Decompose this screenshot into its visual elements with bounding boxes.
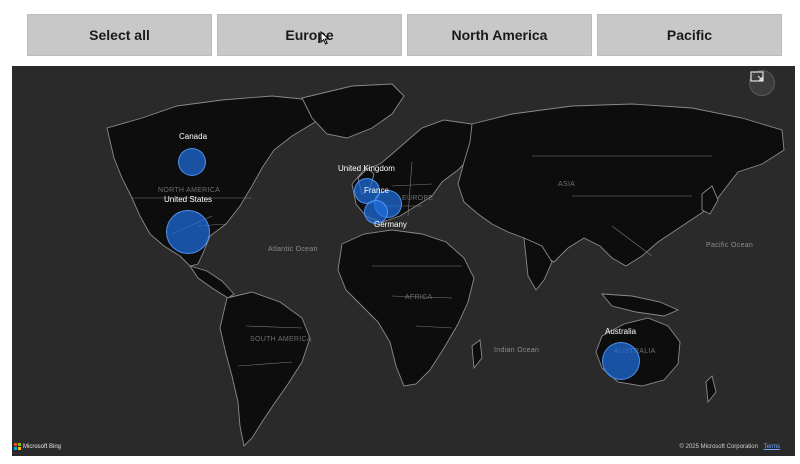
asia-landmass xyxy=(457,103,785,267)
label-germany: Germany xyxy=(374,220,407,229)
microsoft-logo-icon xyxy=(14,443,21,450)
japan-landmass xyxy=(701,185,719,215)
label-canada: Canada xyxy=(179,132,208,141)
africa-landmass xyxy=(337,229,475,387)
label-united-kingdom: United Kingdom xyxy=(338,164,395,173)
bing-brand-label: Microsoft Bing xyxy=(23,443,62,450)
filter-button-row: Select all Europe North America Pacific xyxy=(0,0,800,66)
label-australia: Australia xyxy=(605,327,637,336)
north-america-landmass xyxy=(106,95,333,267)
north-america-button[interactable]: North America xyxy=(407,14,592,56)
africa-region-label: AFRICA xyxy=(405,294,433,301)
indonesia-landmass xyxy=(600,293,680,317)
copyright-text: © 2025 Microsoft Corporation xyxy=(679,444,758,450)
bing-logo: Microsoft Bing xyxy=(14,443,61,450)
map-visual[interactable]: Atlantic Ocean Pacific Ocean Indian Ocea… xyxy=(12,66,795,456)
madagascar-landmass xyxy=(471,339,483,370)
india-landmass xyxy=(523,237,553,291)
new-zealand-landmass xyxy=(705,375,717,404)
indian-ocean-label: Indian Ocean xyxy=(494,347,540,354)
europe-button[interactable]: Europe xyxy=(217,14,402,56)
north-america-region-label: NORTH AMERICA xyxy=(158,187,221,194)
pacific-button[interactable]: Pacific xyxy=(597,14,782,56)
focus-mode-button[interactable] xyxy=(749,70,775,96)
bubble-germany[interactable] xyxy=(364,200,388,224)
atlantic-ocean-label: Atlantic Ocean xyxy=(268,246,318,253)
world-map xyxy=(106,83,785,447)
south-america-landmass xyxy=(219,291,311,447)
label-united-states: United States xyxy=(164,195,213,204)
bubble-united-states[interactable] xyxy=(166,210,210,254)
label-france: France xyxy=(364,186,389,195)
south-america-region-label: SOUTH AMERICA xyxy=(250,336,312,343)
copyright-notice: © 2025 Microsoft Corporation Terms xyxy=(680,444,780,450)
greenland-landmass xyxy=(301,83,405,139)
bubble-australia[interactable] xyxy=(602,342,640,380)
mouse-pointer-icon xyxy=(320,30,330,50)
bubble-canada[interactable] xyxy=(178,148,206,176)
select-all-button[interactable]: Select all xyxy=(27,14,212,56)
pacific-ocean-label: Pacific Ocean xyxy=(706,242,754,249)
asia-region-label: ASIA xyxy=(558,181,576,188)
europe-region-label: EUROPE xyxy=(402,195,434,202)
central-america-landmass xyxy=(188,265,235,299)
terms-link[interactable]: Terms xyxy=(763,444,780,450)
